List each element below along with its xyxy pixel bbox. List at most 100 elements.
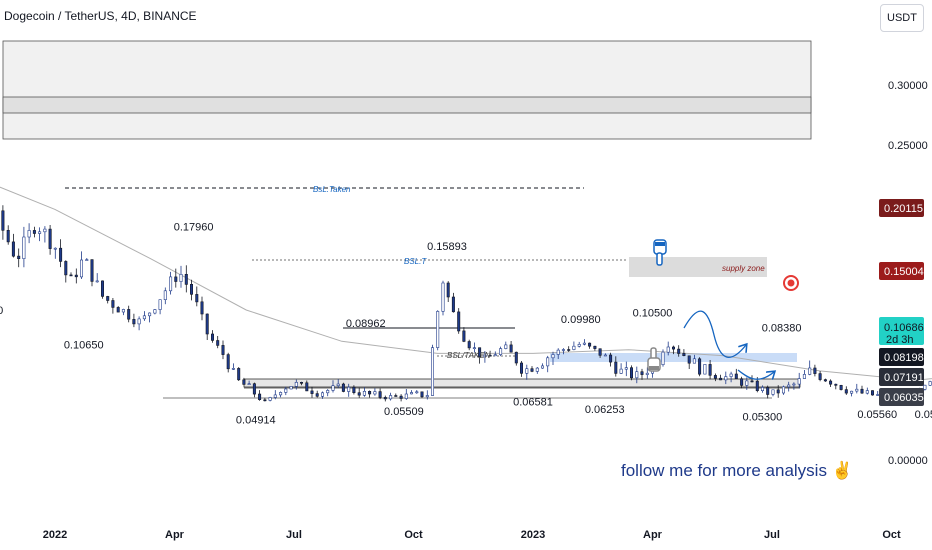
follow-text: follow me for more analysis xyxy=(621,461,827,480)
projection-arrow-2 xyxy=(737,369,774,379)
candle-body xyxy=(111,300,115,308)
price-level-label: 0.06581 xyxy=(513,397,553,409)
candle-body xyxy=(294,381,298,387)
y-axis-tick-label: 0.00000 xyxy=(888,455,928,467)
price-level-label: 0.05509 xyxy=(384,406,424,418)
chart-title: Dogecoin / TetherUS, 4D, BINANCE xyxy=(4,9,197,23)
candle-body xyxy=(148,312,152,317)
upper-supply-zone-inner xyxy=(2,96,812,114)
candle-body xyxy=(740,378,744,386)
projection-arrow-1 xyxy=(683,310,746,358)
price-level-label: 0.15893 xyxy=(427,241,467,253)
candle-body xyxy=(551,354,555,359)
price-badge xyxy=(879,368,924,386)
candle-body xyxy=(174,276,178,282)
candle-body xyxy=(341,383,345,392)
candle-body xyxy=(446,282,450,298)
candle-body xyxy=(404,393,408,399)
candle-body xyxy=(467,341,471,349)
price-level-label: 0.05560 xyxy=(857,409,897,421)
price-badge xyxy=(879,317,924,345)
price-level-label: 0.05678 xyxy=(915,409,932,421)
y-axis-tick-label: 0.30000 xyxy=(888,80,928,92)
candle-body xyxy=(745,380,749,386)
candle-body xyxy=(336,383,340,387)
candle-body xyxy=(11,241,15,257)
candle-body xyxy=(436,311,440,348)
candle-body xyxy=(766,387,770,395)
price-level-label: 0.08962 xyxy=(346,318,386,330)
candle-body xyxy=(588,342,592,347)
candle-body xyxy=(85,259,89,261)
candle-body xyxy=(609,354,613,363)
candle-body xyxy=(352,386,356,394)
upper-supply-zone-outer xyxy=(2,40,812,140)
candle-body xyxy=(6,230,10,243)
currency-selector[interactable]: USDT xyxy=(880,4,924,32)
candle-body xyxy=(713,375,717,379)
price-badge-label: 0.06035 xyxy=(884,392,924,404)
candle-body xyxy=(289,386,293,390)
x-axis-tick-label: Oct xyxy=(404,529,423,541)
candle-body xyxy=(441,282,445,312)
candle-body xyxy=(750,380,754,383)
candle-body xyxy=(22,236,26,260)
candle-body xyxy=(504,344,508,349)
candle-body xyxy=(284,388,288,393)
price-level-label: 0.10500 xyxy=(633,307,673,319)
candle-body xyxy=(860,388,864,394)
candle-body xyxy=(163,290,167,300)
candle-body xyxy=(629,367,633,379)
candle-body xyxy=(677,348,681,354)
candle-body xyxy=(184,273,188,285)
candle-body xyxy=(420,391,424,398)
candle-body xyxy=(153,309,157,314)
candle-body xyxy=(603,354,607,357)
candle-body xyxy=(247,383,251,386)
candle-body xyxy=(483,354,487,358)
price-level-label: 0.04914 xyxy=(236,415,276,427)
candle-body xyxy=(514,351,518,364)
candle-body xyxy=(142,315,146,320)
price-badge-countdown: 2d 3h xyxy=(886,334,914,346)
candle-body xyxy=(577,343,581,347)
candle-body xyxy=(687,355,691,364)
candle-body xyxy=(708,364,712,376)
candle-body xyxy=(252,383,256,395)
candle-body xyxy=(493,354,497,357)
candle-body xyxy=(59,247,63,262)
x-axis-tick-label: 2022 xyxy=(43,529,67,541)
candle-body xyxy=(69,274,73,277)
candle-body xyxy=(425,395,429,398)
candle-body xyxy=(383,397,387,400)
candle-body xyxy=(771,389,775,395)
candle-body xyxy=(1,210,5,231)
price-badge-label: 0.15004 xyxy=(884,266,924,278)
alert-target-icon[interactable] xyxy=(783,275,799,291)
candle-body xyxy=(729,373,733,377)
candle-body xyxy=(279,392,283,396)
candle-body xyxy=(787,384,791,388)
candle-body xyxy=(315,393,319,397)
candle-body xyxy=(195,294,199,303)
candle-body xyxy=(808,367,812,375)
candle-body xyxy=(158,299,162,310)
candle-body xyxy=(525,368,529,374)
candle-body xyxy=(331,385,335,391)
candle-body xyxy=(38,231,42,234)
candle-body xyxy=(671,346,675,350)
y-axis-tick-label: 0.25000 xyxy=(888,140,928,152)
candle-body xyxy=(389,395,393,400)
candle-body xyxy=(598,348,602,356)
candle-body xyxy=(121,309,125,313)
x-axis-tick-label: Jul xyxy=(286,529,302,541)
candle-body xyxy=(813,367,817,374)
candle-body xyxy=(666,346,670,353)
candle-body xyxy=(719,377,723,381)
moving-average-line xyxy=(0,186,932,381)
candle-body xyxy=(237,368,241,381)
candle-body xyxy=(457,311,461,332)
lower-range-box xyxy=(243,378,801,388)
candle-body xyxy=(682,353,686,356)
